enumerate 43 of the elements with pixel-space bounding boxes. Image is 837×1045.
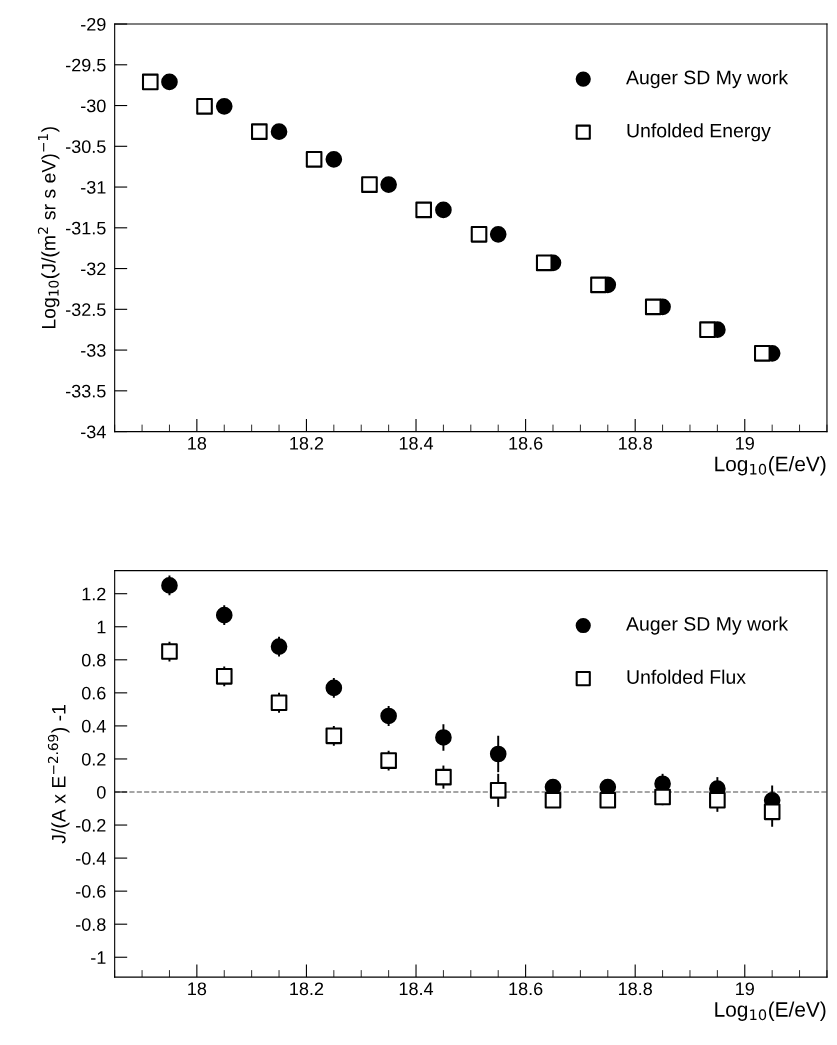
y-tick-label: -29.5 — [65, 58, 106, 72]
legend-label: Unfolded Flux — [627, 669, 746, 684]
y-tick-label: 1.2 — [82, 587, 106, 601]
x-tick-label: 18 — [188, 436, 207, 450]
x-axis-title: Log$_{10}$(E/eV) — [715, 1001, 826, 1021]
x-tick-label: 19 — [736, 982, 754, 996]
y-axis-title: Log$_{10}$(J/(m$^{2}$ sr s eV)$^{−1}$) — [37, 127, 60, 329]
y-tick-label: -0.6 — [76, 885, 106, 898]
y-tick-label: 0.4 — [81, 719, 106, 733]
x-tick-label: 18.2 — [290, 982, 324, 996]
y-tick-label: -33 — [81, 344, 106, 357]
legend-label: Auger SD My work — [626, 70, 789, 89]
x-tick-label: 19 — [736, 436, 754, 450]
x-tick-label: 18.4 — [399, 436, 434, 450]
y-tick-label: 0.8 — [81, 653, 106, 667]
x-axis-title: Log$_{10}$(E/eV) — [715, 456, 826, 476]
y-tick-label: 0.6 — [81, 686, 106, 700]
x-tick-label: 18.6 — [509, 982, 543, 996]
y-tick-label: -30 — [81, 99, 106, 113]
y-tick-label: -31 — [81, 180, 106, 194]
y-tick-label: -33.5 — [65, 384, 106, 398]
x-tick-label: 18.2 — [290, 436, 324, 450]
y-tick-label: 0 — [97, 785, 106, 799]
x-tick-label: 18 — [188, 982, 207, 996]
y-tick-label: -1 — [91, 951, 106, 964]
y-tick-label: -0.4 — [76, 852, 106, 865]
y-tick-label: -0.2 — [76, 818, 106, 832]
legend-label: Unfolded Energy — [627, 123, 771, 142]
y-tick-label: -32 — [81, 262, 106, 276]
y-tick-label: -0.8 — [76, 918, 106, 931]
y-tick-label: -31.5 — [65, 221, 106, 235]
y-tick-label: -34 — [81, 425, 106, 439]
y-tick-label: -30.5 — [65, 140, 106, 154]
y-tick-label: 0.2 — [81, 752, 106, 766]
y-axis-title: J/(A x E$^{−2.69}$) -1 — [47, 705, 70, 844]
y-tick-label: -32.5 — [65, 303, 106, 317]
legend-label: Auger SD My work — [626, 616, 789, 635]
x-tick-label: 18.8 — [618, 436, 652, 450]
y-tick-label: -29 — [81, 17, 106, 31]
x-tick-label: 18.4 — [399, 982, 434, 996]
y-tick-label: 1 — [97, 620, 106, 634]
x-tick-label: 18.6 — [509, 436, 543, 450]
x-tick-label: 18.8 — [618, 982, 652, 996]
